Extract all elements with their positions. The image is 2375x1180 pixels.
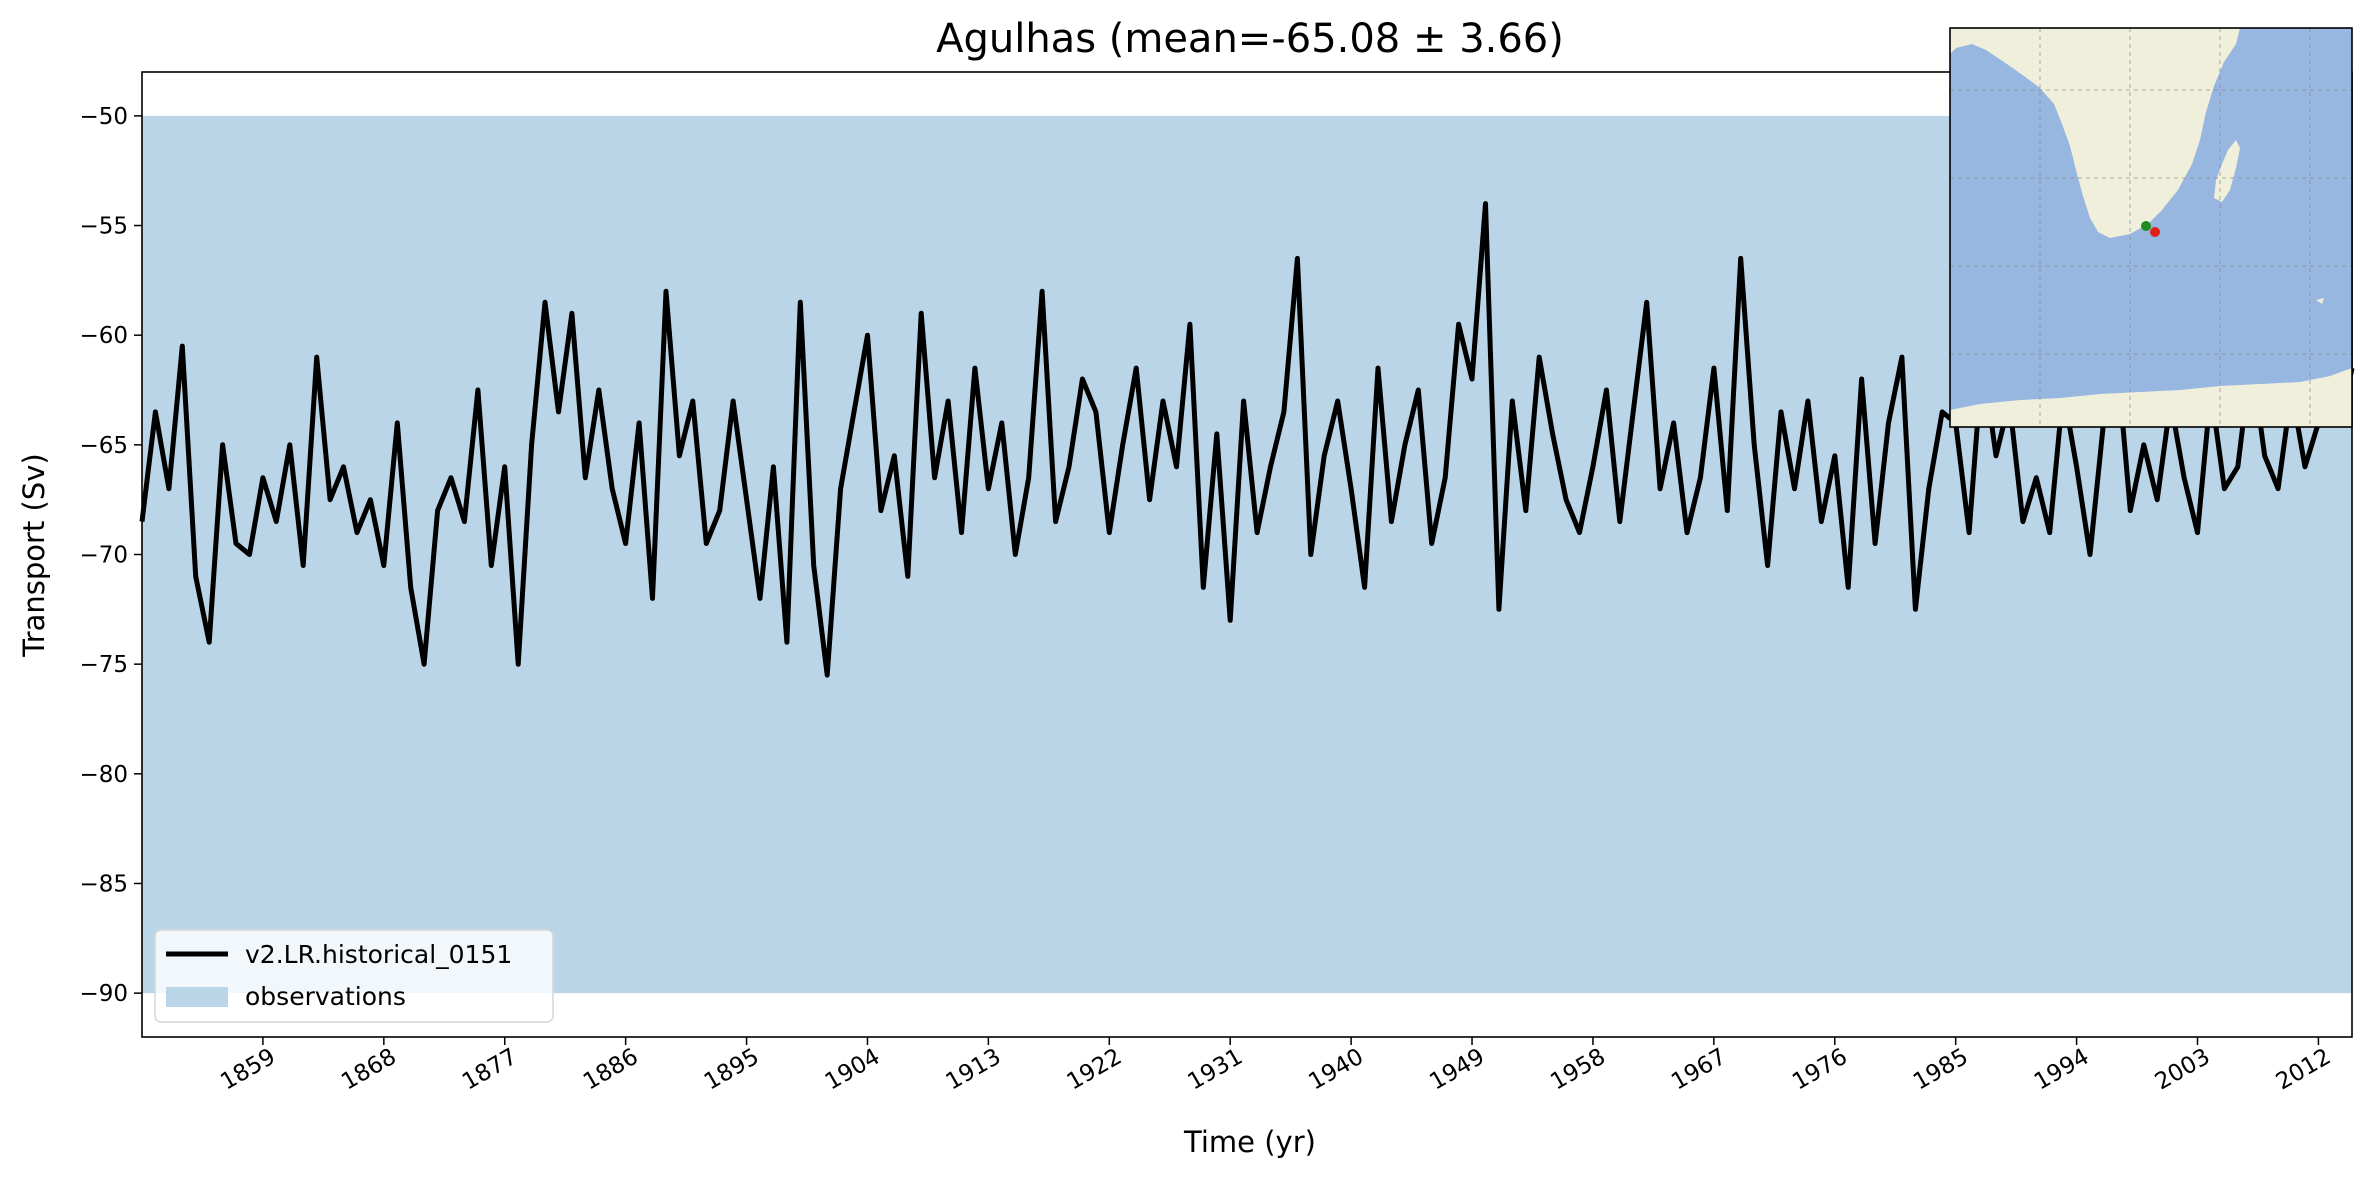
- y-tick-label: −70: [79, 543, 128, 569]
- x-tick-label: 2012: [2272, 1044, 2336, 1096]
- inset-marker-red: [2150, 227, 2160, 237]
- y-tick-label: −75: [79, 652, 128, 678]
- legend-box: [154, 929, 554, 1023]
- x-tick-label: 1913: [942, 1044, 1006, 1096]
- y-tick-label: −90: [79, 981, 128, 1007]
- inset-map: [1949, 27, 2353, 428]
- x-axis-label: Time (yr): [1183, 1125, 1316, 1159]
- inset-map-gridlines: [1950, 28, 2352, 427]
- x-tick-label: 1985: [1909, 1044, 1973, 1096]
- x-tick-label: 1976: [1788, 1044, 1852, 1096]
- legend: v2.LR.historical_0151 observations: [154, 929, 554, 1023]
- x-tick-label: 1877: [458, 1044, 522, 1096]
- x-tick-label: 1859: [216, 1044, 280, 1096]
- inset-map-africa: [1950, 28, 2240, 238]
- x-tick-label: 1940: [1304, 1044, 1368, 1096]
- y-tick-label: −85: [79, 871, 128, 897]
- x-tick-label: 1895: [700, 1044, 764, 1096]
- y-tick-label: −55: [79, 214, 128, 240]
- y-axis-label: Transport (Sv): [17, 453, 51, 658]
- y-tick-label: −65: [79, 433, 128, 459]
- x-tick-label: 1922: [1063, 1044, 1127, 1096]
- legend-swatch-observations: [166, 987, 228, 1007]
- legend-label-model: v2.LR.historical_0151: [245, 940, 512, 969]
- x-tick-label: 1931: [1184, 1044, 1248, 1096]
- x-tick-label: 1958: [1546, 1044, 1610, 1096]
- chart-title: Agulhas (mean=-65.08 ± 3.66): [936, 16, 1564, 62]
- inset-marker-green: [2141, 221, 2151, 231]
- y-axis-ticks: −90 −85 −80 −75 −70 −65 −60 −55 −50: [79, 104, 142, 1007]
- x-tick-label: 1886: [579, 1044, 643, 1096]
- x-tick-label: 2003: [2151, 1044, 2215, 1096]
- x-tick-label: 1967: [1667, 1044, 1731, 1096]
- x-tick-label: 1904: [821, 1044, 885, 1096]
- x-tick-label: 1949: [1425, 1044, 1489, 1096]
- x-tick-label: 1994: [2030, 1044, 2094, 1096]
- y-tick-label: −60: [79, 323, 128, 349]
- inset-map-frame: [1949, 27, 2353, 428]
- y-tick-label: −80: [79, 762, 128, 788]
- inset-map-island: [2316, 298, 2324, 304]
- legend-label-observations: observations: [245, 982, 406, 1011]
- inset-map-madagascar: [2214, 140, 2240, 202]
- x-tick-label: 1868: [337, 1044, 401, 1096]
- inset-map-antarctica: [1950, 368, 2352, 427]
- y-tick-label: −50: [79, 104, 128, 130]
- x-axis-ticks: 1859 1868 1877 1886 1895 1904 1913 1922 1931 1940…: [216, 1037, 2335, 1095]
